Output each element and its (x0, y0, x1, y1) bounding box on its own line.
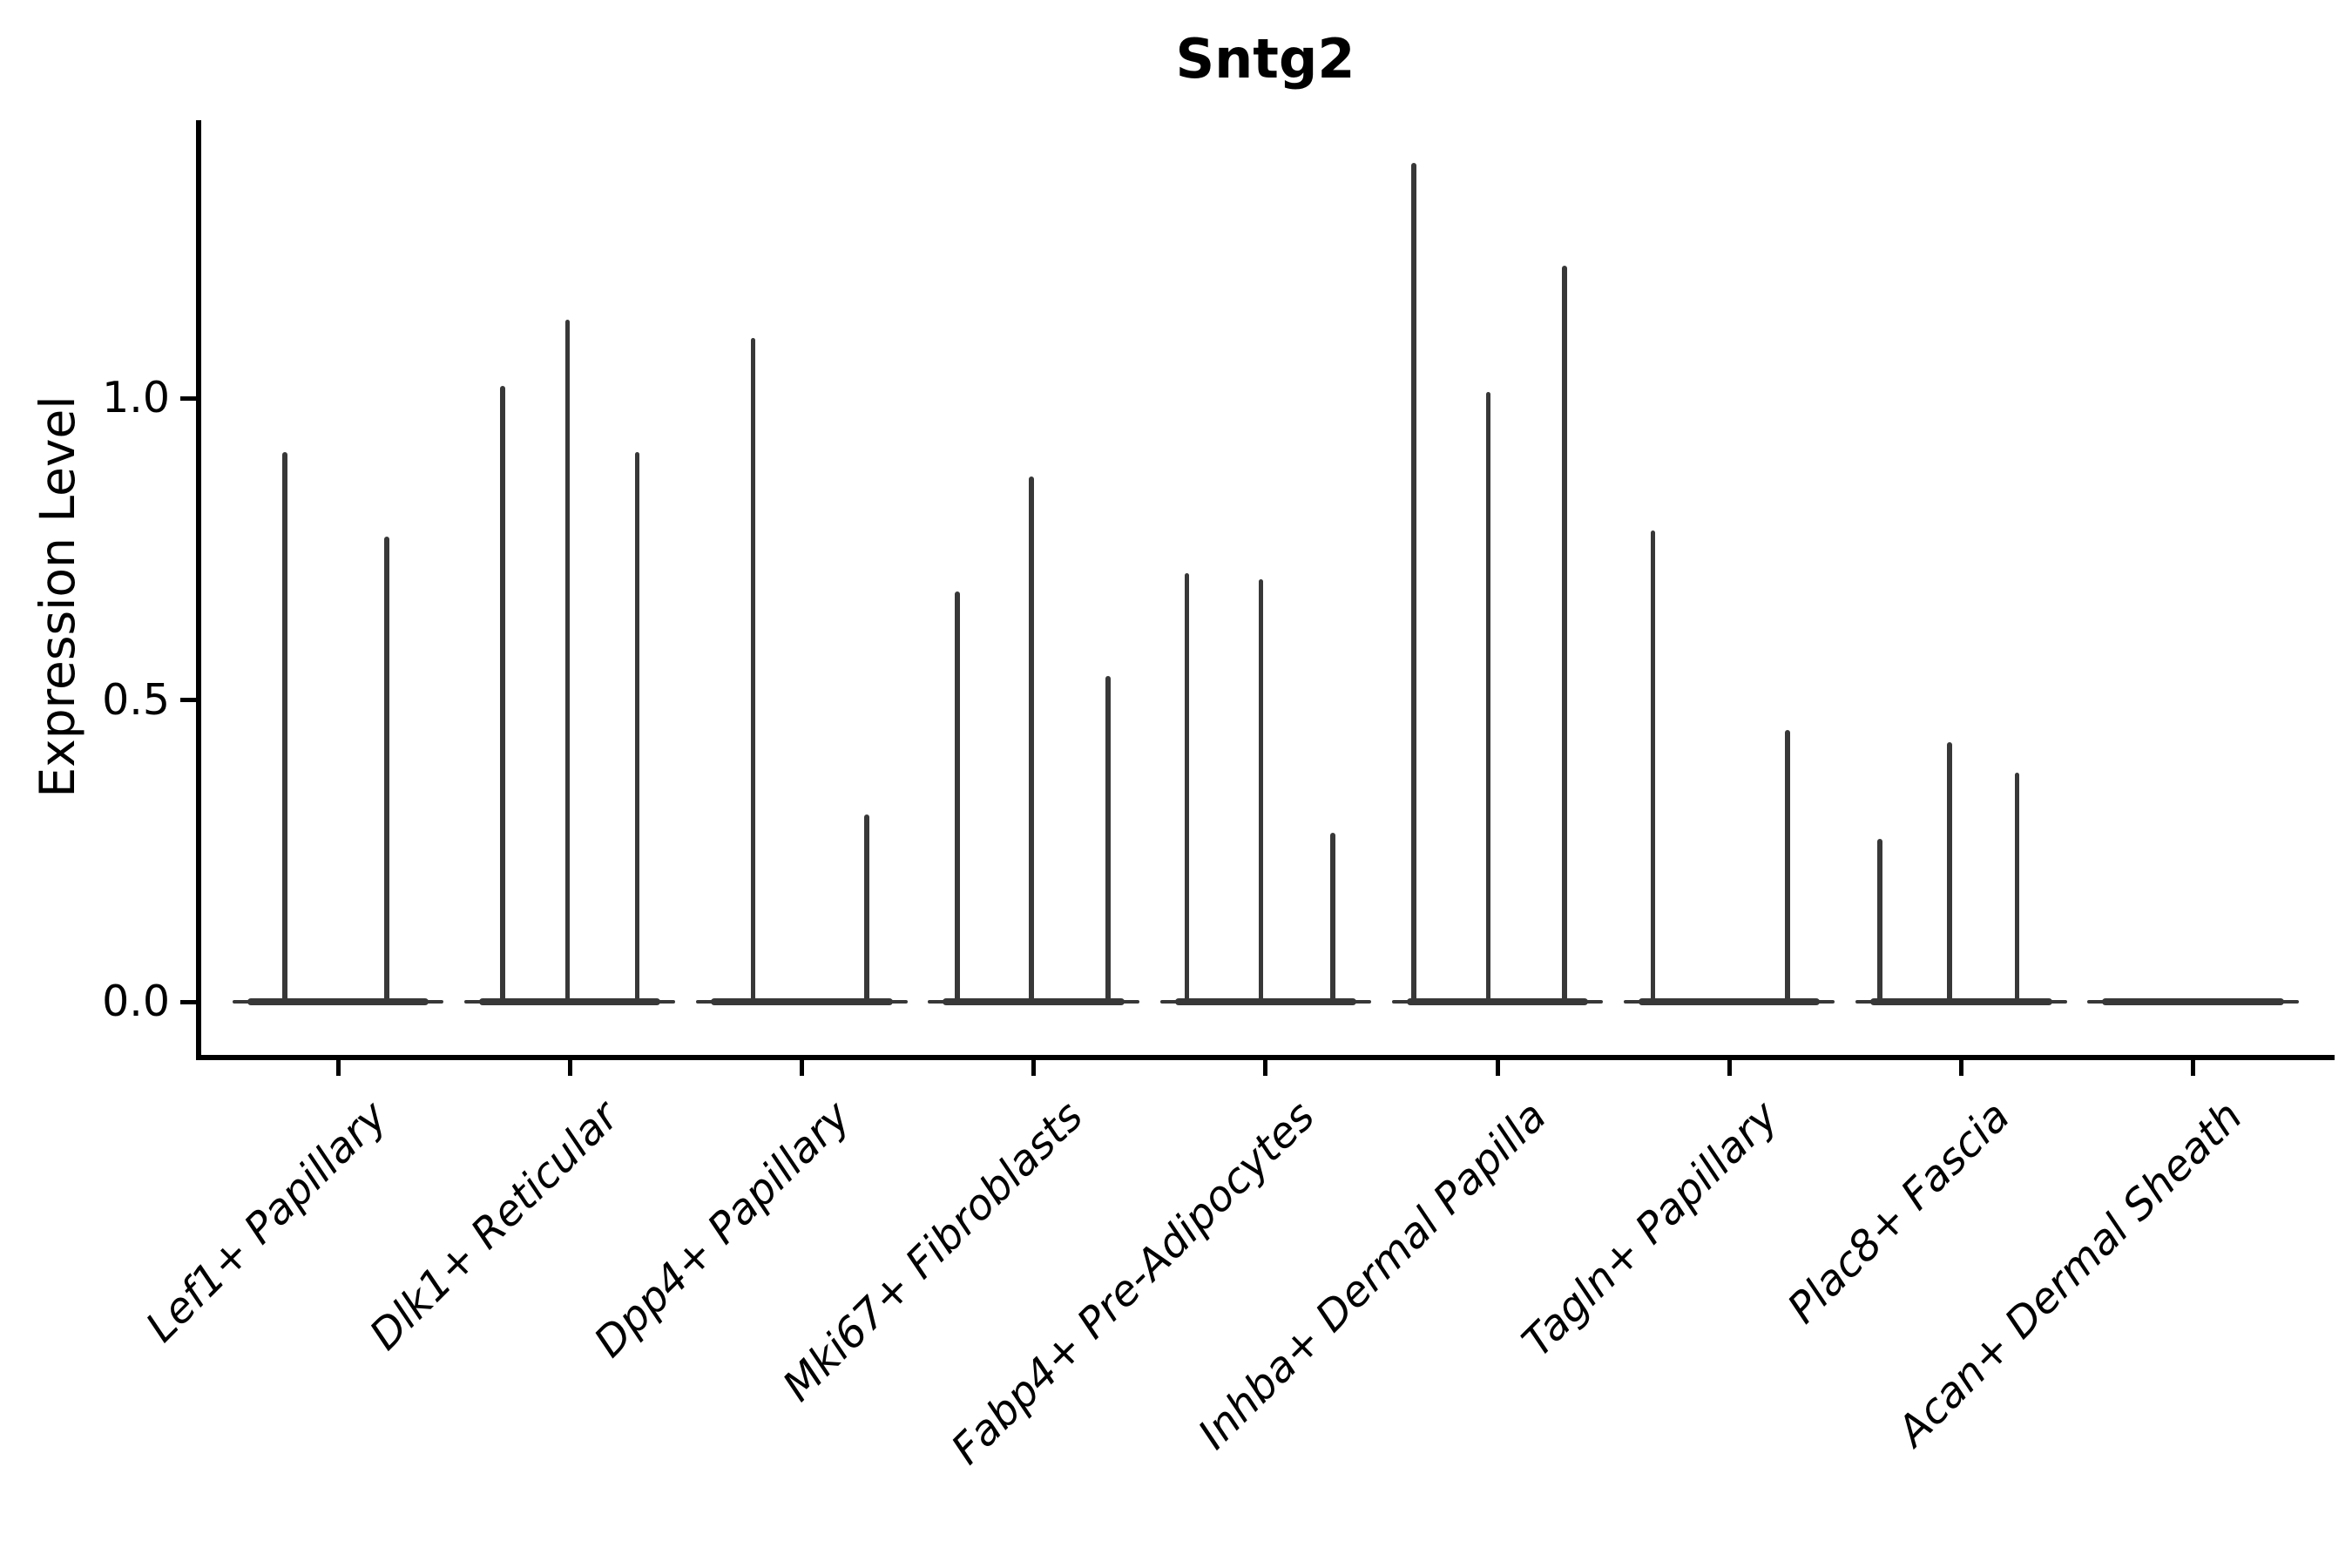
violin-body (247, 998, 429, 1005)
x-tick (2191, 1059, 2196, 1076)
expression-spike (282, 452, 287, 1002)
violin-body (1639, 998, 1821, 1005)
violin-body (2102, 998, 2284, 1005)
expression-spike (1650, 531, 1656, 1002)
violin-body (479, 998, 661, 1005)
x-tick-label: Tagln+ Papillary (1512, 1092, 1788, 1367)
violin-body (943, 998, 1125, 1005)
x-tick-label: Acan+ Dermal Sheath (1887, 1092, 2252, 1456)
expression-spike (1877, 838, 1882, 1002)
violin-body (1174, 998, 1356, 1005)
violin-body (1870, 998, 2052, 1005)
y-tick (180, 698, 196, 702)
expression-spike (564, 319, 571, 1002)
expression-spike (1485, 392, 1491, 1002)
expression-spike (1562, 265, 1567, 1002)
y-tick-label: 1.0 (102, 373, 170, 422)
x-tick-label: Mki67+ Fibroblasts (773, 1092, 1092, 1411)
x-tick (335, 1059, 341, 1076)
y-tick-label: 0.5 (102, 674, 170, 725)
x-tick (1263, 1059, 1268, 1076)
expression-spike (955, 591, 960, 1002)
x-tick (1031, 1059, 1037, 1076)
x-tick-label: Dlk1+ Reticular (361, 1092, 629, 1360)
expression-spike (1947, 742, 1952, 1002)
expression-spike (634, 452, 640, 1002)
x-tick (1958, 1059, 1963, 1076)
y-tick-label: 0.0 (102, 977, 170, 1026)
expression-spike (2014, 772, 2020, 1002)
y-tick (180, 999, 196, 1004)
expression-spike (750, 337, 756, 1002)
expression-spike (1258, 578, 1264, 1002)
violin-body (1406, 998, 1589, 1005)
x-tick (1727, 1059, 1732, 1076)
expression-spike (1184, 572, 1190, 1002)
expression-spike (1411, 162, 1416, 1002)
expression-spike (1330, 832, 1335, 1002)
violin-body (711, 998, 893, 1005)
y-tick (180, 395, 196, 401)
expression-spike (384, 537, 389, 1002)
expression-spike (500, 386, 505, 1002)
x-tick (1495, 1059, 1500, 1076)
x-tick-label: Dpp4+ Papillary (585, 1092, 861, 1368)
x-tick-label: Fabp4+ Pre-Adipocytes (942, 1092, 1324, 1474)
x-axis-spine (196, 1055, 2335, 1060)
y-axis-spine (196, 120, 201, 1060)
chart-title: Sntg2 (1175, 27, 1355, 91)
expression-spike (864, 814, 869, 1002)
expression-spike (1105, 675, 1111, 1002)
x-tick-label: Plac8+ Fascia (1778, 1092, 2020, 1334)
x-tick (567, 1059, 572, 1076)
x-tick-label: Inhba+ Dermal Papilla (1188, 1092, 1557, 1459)
expression-spike (1029, 476, 1034, 1002)
expression-spike (1785, 730, 1790, 1002)
x-tick (799, 1059, 804, 1076)
